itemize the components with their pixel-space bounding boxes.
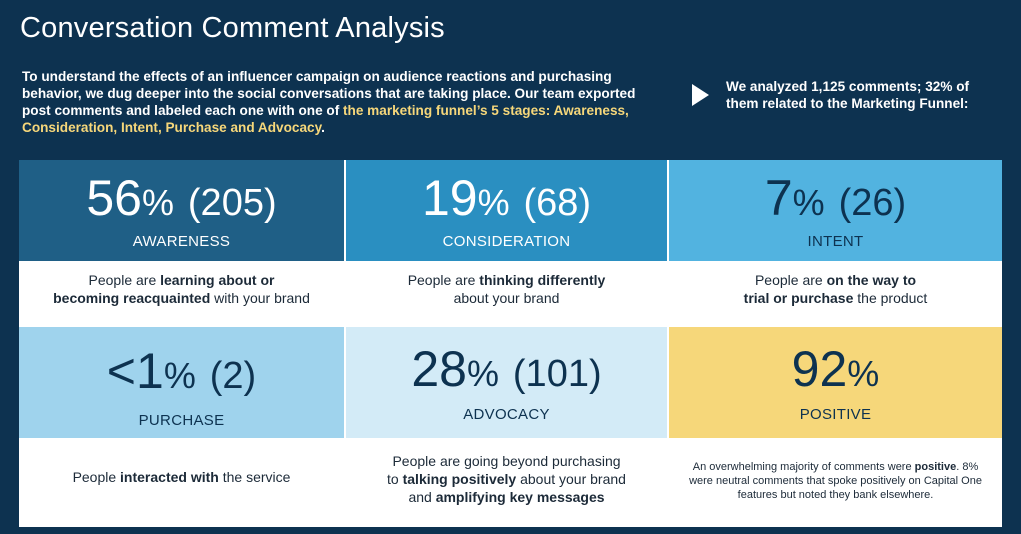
purchase-count: (2) [209,355,257,397]
intent-number: 7 [764,170,793,226]
positive-desc-2: were neutral comments that spoke positiv… [689,475,982,487]
awareness-description: People are learning about or becoming re… [19,271,344,307]
intro-end: . [321,120,325,135]
intent-stat-panel: 7% (26) INTENT [669,160,1002,261]
awareness-value: 56% (205) [86,170,276,231]
advocacy-value: 28% (101) [411,341,601,402]
page-title: Conversation Comment Analysis [20,12,445,44]
awareness-percent: % [141,182,174,223]
card-positive: 92% POSITIVE An overwhelming majority of… [669,327,1002,527]
intro-highlight: the marketing funnel’s 5 stages: Awarene… [22,103,629,135]
awareness-desc-2: with your brand [210,290,310,306]
awareness-label: AWARENESS [132,233,231,250]
purchase-desc-1: People [72,469,121,485]
intent-label: INTENT [807,233,864,250]
card-awareness: 56% (205) AWARENESS People are learning … [19,160,344,325]
card-purchase: <1% (2) PURCHASE People interacted with … [19,327,344,527]
consideration-percent: % [477,182,510,223]
positive-desc-3: features but noted they bank elsewhere. [737,489,934,501]
positive-desc-1-bold: positive [914,461,957,473]
consideration-number: 19 [421,170,478,226]
purchase-value: <1% (2) [107,343,256,404]
purchase-stat-panel: <1% (2) PURCHASE [19,327,344,438]
intent-desc-1-bold: on the way to [826,272,917,288]
purchase-description: People interacted with the service [19,468,344,486]
intent-count: (26) [838,182,907,224]
advocacy-desc-3: and [408,489,436,505]
positive-label: POSITIVE [799,406,872,423]
advocacy-desc-2: to [387,471,403,487]
funnel-grid: 56% (205) AWARENESS People are learning … [19,160,1002,527]
advocacy-percent: % [466,353,499,394]
advocacy-desc-2-end: about your brand [516,471,626,487]
positive-percent: % [847,353,880,394]
consideration-desc-2: about your brand [453,290,560,306]
awareness-desc-1-bold: learning about or [160,272,275,288]
advocacy-description: People are going beyond purchasing to ta… [346,452,667,506]
intent-desc-2-bold: trial or purchase [743,290,854,306]
purchase-desc-1-bold: interacted with [120,469,219,485]
awareness-stat-panel: 56% (205) AWARENESS [19,160,344,261]
awareness-count: (205) [187,182,277,224]
purchase-label: PURCHASE [138,412,225,429]
consideration-value: 19% (68) [422,170,591,231]
consideration-stat-panel: 19% (68) CONSIDERATION [346,160,667,261]
consideration-label: CONSIDERATION [442,233,571,250]
advocacy-stat-panel: 28% (101) ADVOCACY [346,327,667,438]
consideration-desc-1: People are [407,272,480,288]
consideration-desc-1-bold: thinking differently [479,272,606,288]
intent-percent: % [792,182,825,223]
intent-desc-2: the product [853,290,928,306]
positive-desc-1: An overwhelming majority of comments wer… [692,461,915,473]
purchase-number: <1 [106,343,164,399]
awareness-number: 56 [86,170,142,226]
advocacy-desc-2-bold: talking positively [402,471,517,487]
positive-description: An overwhelming majority of comments wer… [669,460,1002,502]
intent-description: People are on the way to trial or purcha… [669,271,1002,307]
advocacy-label: ADVOCACY [463,406,550,423]
awareness-desc-2-bold: becoming reacquainted [53,290,211,306]
purchase-desc-1-end: the service [218,469,291,485]
card-advocacy: 28% (101) ADVOCACY People are going beyo… [346,327,667,527]
card-consideration: 19% (68) CONSIDERATION People are thinki… [346,160,667,325]
advocacy-count: (101) [512,353,602,395]
advocacy-desc-1: People are going beyond purchasing [392,453,621,469]
intent-desc-1: People are [754,272,827,288]
advocacy-desc-3-bold: amplifying key messages [435,489,605,505]
card-intent: 7% (26) INTENT People are on the way to … [669,160,1002,325]
intro-paragraph: To understand the effects of an influenc… [22,68,642,136]
side-note: We analyzed 1,125 comments; 32% of them … [726,79,970,111]
consideration-count: (68) [523,182,592,224]
awareness-desc-1: People are [88,272,161,288]
intro-text: To understand the effects of an influenc… [22,69,636,118]
positive-desc-1-end: . 8% [956,461,979,473]
intent-value: 7% (26) [765,170,906,231]
purchase-percent: % [163,355,196,396]
positive-value: 92% [792,341,880,402]
consideration-description: People are thinking differently about yo… [346,271,667,307]
play-arrow-icon [692,84,709,106]
positive-number: 92 [791,341,848,397]
positive-stat-panel: 92% POSITIVE [669,327,1002,438]
advocacy-number: 28 [411,341,467,397]
